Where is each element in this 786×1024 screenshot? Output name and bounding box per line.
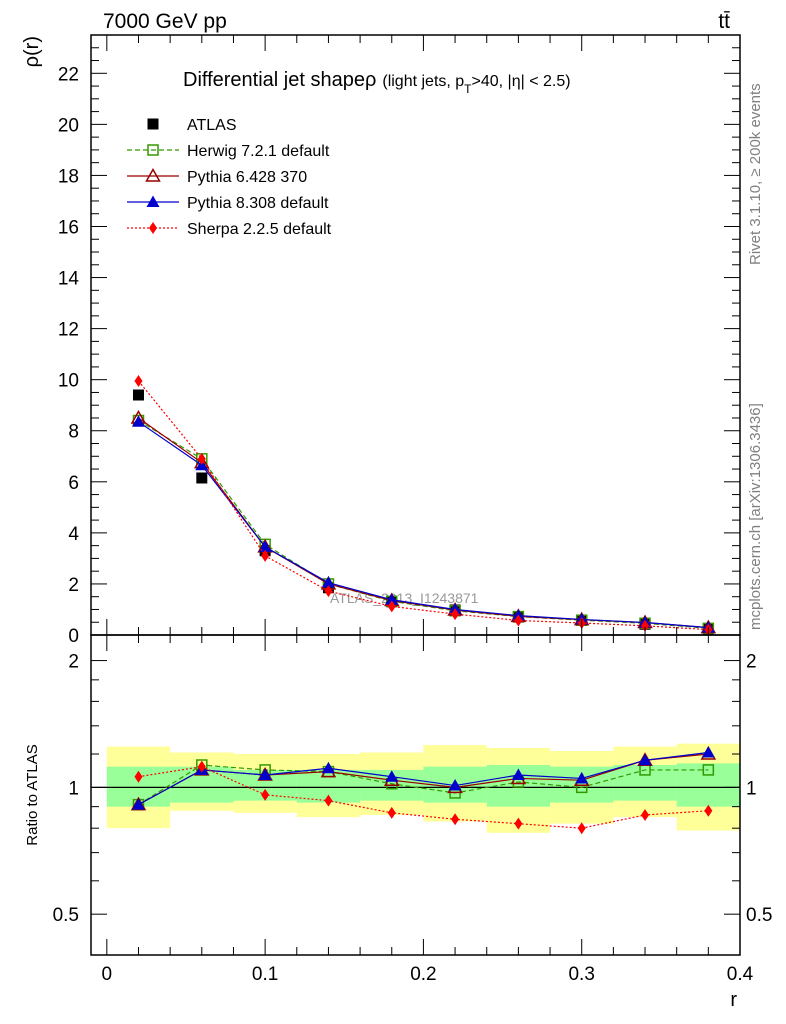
upper-series-3-point-3 [321,576,335,588]
upper-ytick-label-6: 12 [58,320,79,341]
title-paren-b: >40, |η| < 2.5) [472,73,571,90]
upper-series-3-point-2 [258,540,272,552]
xtick-label-0: 0 [102,964,113,985]
lower-series-2-point-9 [701,746,715,758]
lower-series-2-point-2 [258,768,272,780]
lower-series-0-point-9 [702,764,715,776]
inner-band-bin-9 [676,763,740,807]
lower-ytick-label-0: 0.5 [53,905,79,926]
upper-series-layer [130,374,717,636]
lower-ytick-label-2: 2 [68,652,79,673]
legend-marker-0 [147,118,159,130]
lower-series-2-point-3 [321,761,335,774]
upper-ytick-label-9: 18 [58,166,79,187]
lower-series-2-point-6 [511,768,525,780]
upper-ytick-label-7: 14 [58,269,80,290]
lower-series-3-point-4 [387,806,396,819]
legend: ATLAS Herwig 7.2.1 default Pythia 6.428 37… [127,117,332,238]
lower-series-line-3 [138,766,709,829]
upper-series-3-point-4 [385,593,399,605]
upper-series-line-1 [138,420,709,629]
legend-label-2: Pythia 6.428 370 [187,169,307,186]
chart-title: Differential jet shapeρ (light jets, pT>4… [183,69,571,96]
lower-y-axis-title: Ratio to ATLAS [24,744,41,845]
upper-ytick-label-1: 2 [68,575,79,596]
legend-marker-3 [146,195,160,207]
xtick-label-2: 0.2 [410,964,436,985]
upper-series-4-point-8 [641,619,650,632]
lower-series-3-point-9 [704,804,713,817]
lower-series-2-point-4 [385,770,399,782]
lower-series-line-2 [138,751,709,806]
lower-series-3-point-3 [324,794,333,807]
rivet-label: Rivet 3.1.10, ≥ 200k events [747,83,764,265]
upper-ytick-label-5: 10 [58,371,79,392]
upper-series-line-3 [138,421,709,629]
upper-series-4-point-2 [261,549,270,562]
lower-series-line-0 [138,764,709,806]
lower-series-3-point-5 [451,813,460,826]
upper-ytick-label-10: 20 [58,115,79,136]
upper-series-4-point-3 [324,585,333,598]
upper-series-4-point-5 [451,608,460,621]
upper-series-4-point-0 [134,374,143,387]
lower-series-3-point-8 [641,808,650,821]
upper-series-3-point-0 [131,415,145,427]
upper-series-line-4 [138,380,709,631]
analysis-watermark: ATLAS_2013_I1243871 [330,590,479,606]
lower-series-2-point-7 [575,771,589,784]
upper-series-0-point-1 [196,472,208,484]
upper-series-4-point-6 [514,614,523,627]
legend-marker-4 [149,222,157,234]
title-paren-a: (light jets, p [382,73,464,90]
lower-ytick-label-right-2: 2 [746,652,757,673]
lower-series-3-point-6 [514,817,523,830]
upper-series-4-point-1 [197,452,206,465]
upper-y-axis-title: ρ(r) [21,36,43,67]
upper-ytick-label-3: 6 [68,473,79,494]
lower-series-3-point-7 [577,822,586,835]
xtick-label-4: 0.4 [727,964,754,985]
upper-series-0-point-0 [132,389,144,401]
process-label: tt̄ [718,10,730,33]
upper-ytick-label-2: 4 [68,524,79,545]
upper-ytick-label-0: 0 [68,626,79,647]
lower-series-3-point-2 [261,788,270,801]
title-sub: T [464,82,472,96]
lower-ytick-label-1: 1 [68,778,79,799]
title-main: Differential jet shape [183,69,365,91]
lower-series-2-point-5 [448,779,462,791]
lower-panel-frame [90,634,741,956]
lower-ytick-label-right-1: 1 [746,778,757,799]
lower-series-3-point-1 [197,760,206,773]
upper-ytick-label-4: 8 [68,422,79,443]
x-axis-title: r [730,989,737,1011]
title-rho: ρ [365,69,376,91]
legend-label-1: Herwig 7.2.1 default [187,143,330,160]
mcplots-label: mcplots.cern.ch [arXiv:1306.3436] [747,403,764,630]
lower-ytick-label-right-0: 0.5 [746,905,772,926]
legend-label-4: Sherpa 2.2.5 default [187,221,332,238]
upper-ytick-label-8: 16 [58,217,79,238]
lower-series-2-point-8 [638,753,652,766]
xtick-label-1: 0.1 [252,964,278,985]
legend-label-3: Pythia 8.308 default [187,195,329,212]
legend-marker-2 [145,167,161,182]
legend-label-0: ATLAS [187,117,237,134]
upper-series-4-point-4 [387,600,396,613]
xtick-label-3: 0.3 [568,964,594,985]
lower-series-2-point-0 [131,798,145,810]
lower-series-3-point-0 [134,770,143,783]
upper-ytick-label-11: 22 [58,64,79,85]
legend-marker-1 [147,144,159,156]
lower-series-layer [130,745,717,835]
beam-label: 7000 GeV pp [103,10,227,33]
inner-band-bin-8 [613,765,677,801]
